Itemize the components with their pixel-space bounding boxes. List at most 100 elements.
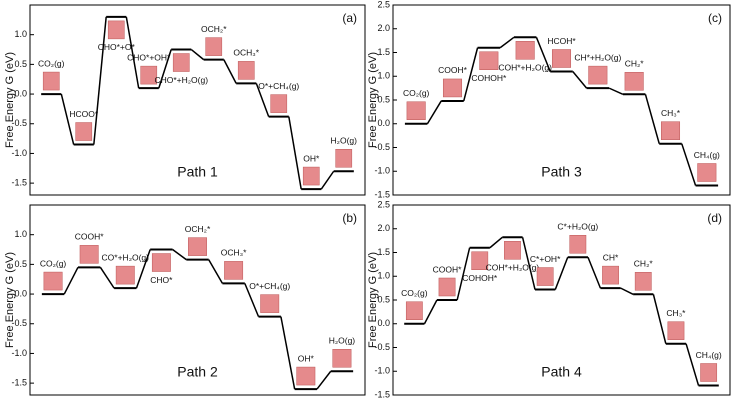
slab-icon <box>107 20 125 40</box>
connector <box>456 247 471 301</box>
slab-icon <box>634 272 652 291</box>
path-label: Path 2 <box>177 364 218 380</box>
connector <box>244 283 260 317</box>
slab-icon <box>302 166 320 186</box>
slab-icon <box>75 122 93 141</box>
y-tick-label: 1.0 <box>14 229 27 239</box>
slab-icon <box>237 61 255 80</box>
level-label: C*+OH* <box>530 254 561 264</box>
connector <box>158 49 172 89</box>
slab-icon <box>335 149 353 168</box>
connector <box>63 267 79 295</box>
y-tick-label: 1.0 <box>14 29 27 39</box>
level-label: H₂O(g) <box>329 336 356 346</box>
level-label: OH* <box>303 153 320 163</box>
y-tick-label: -0.5 <box>11 318 27 328</box>
connector <box>280 316 296 390</box>
slab-icon <box>406 101 426 120</box>
y-tick-label: -1.5 <box>11 378 27 388</box>
slab-icon <box>479 51 499 70</box>
panel-letter: (c) <box>708 11 722 25</box>
level-label: HCOO* <box>69 109 99 119</box>
level-label: OCH₃* <box>233 48 259 58</box>
plot-frame <box>29 204 366 396</box>
level-label: CO₂(g) <box>38 58 65 68</box>
level-label: CH₄(g) <box>696 350 722 360</box>
connector <box>288 116 302 190</box>
y-tick-label: 1.0 <box>377 71 390 81</box>
connector <box>652 294 667 344</box>
y-tick-label: -1.0 <box>11 348 27 358</box>
level-label: CO₂(g) <box>40 258 67 268</box>
slab-icon <box>588 65 608 85</box>
level-label: CH₂* <box>634 259 654 269</box>
slab-icon <box>660 121 681 140</box>
slab-icon <box>140 65 158 85</box>
level-label: OCH₂* <box>201 24 227 34</box>
y-tick-label: -0.5 <box>374 142 390 152</box>
connector <box>320 170 335 190</box>
path-label: Path 4 <box>541 364 582 380</box>
connector <box>620 287 634 295</box>
slab-icon <box>405 301 423 320</box>
connector <box>608 87 624 95</box>
connector <box>535 37 551 72</box>
y-tick-label: 2.0 <box>377 23 390 33</box>
connector <box>681 143 697 186</box>
connector <box>423 299 438 325</box>
level-label: COOH* <box>438 65 468 75</box>
y-tick-label: 0.0 <box>14 288 27 298</box>
connector <box>125 16 140 89</box>
level-label: CHO* <box>150 275 173 285</box>
slab-icon <box>700 363 718 382</box>
y-axis-title: Free Energy G (eV) <box>367 52 379 148</box>
slab-icon <box>260 294 280 313</box>
path-label: Path 3 <box>541 164 582 180</box>
level-label: O*+CH₄(g) <box>249 281 290 291</box>
level-label: O*+CH₄(g) <box>258 81 299 91</box>
connector <box>554 256 569 290</box>
panel-letter: (b) <box>342 211 357 225</box>
connector <box>644 94 660 144</box>
y-tick-label: 0.0 <box>377 118 390 128</box>
level-label: CH₃* <box>666 308 686 318</box>
slab-icon <box>602 265 619 285</box>
y-tick-label: 2.5 <box>377 199 390 209</box>
y-tick-label: 2.0 <box>377 223 390 233</box>
connector <box>521 237 536 290</box>
slab-icon <box>43 271 63 291</box>
slab-icon <box>536 267 554 286</box>
y-tick-label: -1.0 <box>374 366 390 376</box>
slab-icon <box>471 251 489 270</box>
level-label: CH₄(g) <box>694 150 720 160</box>
y-tick-label: 0.5 <box>377 294 390 304</box>
panel-letter: (d) <box>707 211 722 225</box>
slab-icon <box>42 71 60 91</box>
slab-icon <box>515 41 535 60</box>
connector <box>135 249 151 289</box>
level-label: COH*+H₂O(g) <box>498 63 552 73</box>
connector <box>489 236 503 249</box>
slab-icon <box>296 366 316 386</box>
slab-icon <box>115 265 135 285</box>
y-tick-label: -0.5 <box>374 342 390 352</box>
panel-letter: (a) <box>342 11 357 25</box>
level-label: CH₂* <box>625 59 645 69</box>
slab-icon <box>551 49 572 68</box>
y-tick-label: -0.5 <box>11 118 27 128</box>
y-axis-title: Free Energy G (eV) <box>4 252 16 348</box>
connector <box>208 259 224 284</box>
y-tick-label: 1.5 <box>377 247 390 257</box>
connector <box>572 71 588 89</box>
slab-icon <box>79 245 99 264</box>
connector <box>190 48 205 61</box>
connector <box>99 266 115 289</box>
connector <box>255 83 270 117</box>
connector <box>499 36 515 49</box>
slab-icon <box>667 321 685 340</box>
y-tick-label: 0.5 <box>14 59 27 69</box>
connector <box>93 16 107 145</box>
connector <box>587 256 602 289</box>
